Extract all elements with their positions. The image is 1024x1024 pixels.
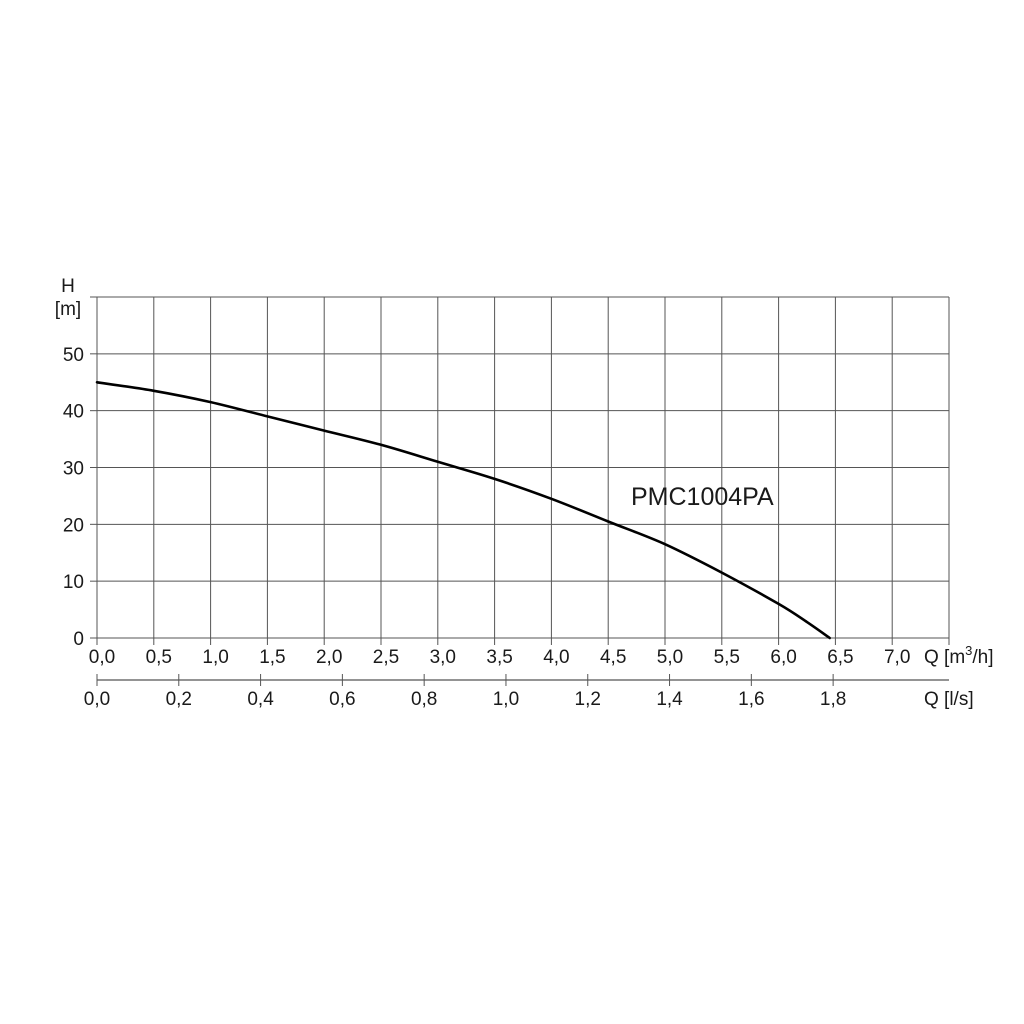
- y-axis-title-symbol: H: [61, 276, 75, 297]
- series-label-pmc1004pa: PMC1004PA: [631, 483, 774, 511]
- x-primary-tick-label: 5,0: [657, 647, 683, 668]
- x-secondary-tick-label: 0,6: [329, 689, 355, 710]
- x-primary-tick-label: 3,0: [430, 647, 456, 668]
- y-tick-labels: 0 10 20 30 40 50: [63, 345, 84, 650]
- x-secondary-tick-label: 0,0: [84, 689, 110, 710]
- x-primary-tick-label: 4,5: [600, 647, 626, 668]
- x-secondary-tick-label: 0,2: [166, 689, 192, 710]
- x-primary-tick-label: 2,5: [373, 647, 399, 668]
- x-primary-tick-label: 7,0: [884, 647, 910, 668]
- y-axis-title-unit: [m]: [55, 299, 81, 320]
- x-secondary-tick-label: 1,6: [738, 689, 764, 710]
- x-primary-tick-label: 0,0: [89, 647, 115, 668]
- y-tick-label: 50: [63, 345, 84, 366]
- pump-curve-line: [95, 381, 831, 640]
- y-tick-label: 30: [63, 459, 84, 480]
- x-primary-tick-label: 0,5: [146, 647, 172, 668]
- y-tick-label: 0: [73, 629, 84, 650]
- x-secondary-tick-label: 1,0: [493, 689, 519, 710]
- x-primary-title-suffix: /h]: [972, 647, 993, 668]
- x-secondary-tick-labels: 0,0 0,2 0,4 0,6 0,8 1,0 1,2 1,4 1,6 1,8: [84, 689, 847, 710]
- x-primary-title-prefix: Q [m: [924, 647, 965, 668]
- y-tick-label: 20: [63, 515, 84, 536]
- x-primary-tick-label: 4,0: [543, 647, 569, 668]
- x-primary-tick-label: 2,0: [316, 647, 342, 668]
- y-tick-label: 10: [63, 572, 84, 593]
- x-primary-tick-label: 6,0: [770, 647, 796, 668]
- x-secondary-tick-label: 1,8: [820, 689, 846, 710]
- plot-grid: [90, 296, 950, 686]
- x-primary-tick-label: 6,5: [827, 647, 853, 668]
- x-secondary-tick-label: 1,2: [575, 689, 601, 710]
- y-tick-label: 40: [63, 402, 84, 423]
- x-secondary-tick-label: 1,4: [656, 689, 683, 710]
- x-primary-tick-label: 3,5: [486, 647, 512, 668]
- x-secondary-tick-label: 0,8: [411, 689, 437, 710]
- x-primary-axis-title: Q [m3/h]: [924, 643, 994, 668]
- x-secondary-tick-label: 0,4: [247, 689, 274, 710]
- x-primary-tick-labels: 0,0 0,5 1,0 1,5 2,0 2,5 3,0 3,5 4,0 4,5 5,0 5,5 6,0 6…: [89, 647, 911, 668]
- x-primary-tick-label: 1,5: [259, 647, 285, 668]
- x-primary-tick-label: 1,0: [202, 647, 228, 668]
- x-primary-title-sup: 3: [965, 643, 972, 658]
- x-primary-tick-label: 5,5: [714, 647, 740, 668]
- x-secondary-axis-title: Q [l/s]: [924, 689, 974, 710]
